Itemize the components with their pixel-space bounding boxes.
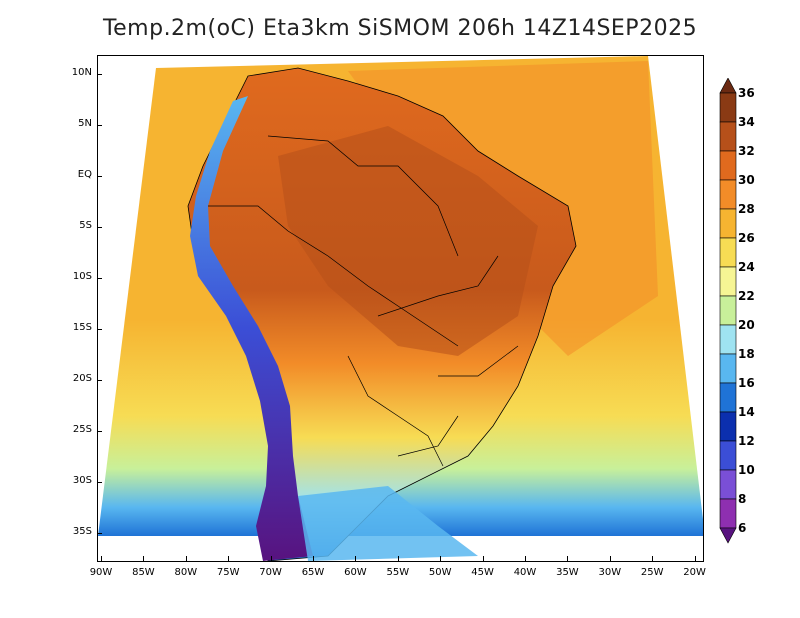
andes-cold-strip xyxy=(190,96,313,561)
longitude-tick xyxy=(440,556,442,561)
colorbar-top-arrow xyxy=(719,78,737,94)
colorbar-label: 12 xyxy=(738,434,755,448)
colorbar-label: 18 xyxy=(738,347,755,361)
latitude-label: 10N xyxy=(71,67,92,78)
longitude-tick xyxy=(143,556,145,561)
colorbar-label: 32 xyxy=(738,144,755,158)
longitude-tick xyxy=(313,556,314,561)
colorbar-graphic xyxy=(719,78,737,544)
temperature-map xyxy=(97,55,704,562)
colorbar-label: 10 xyxy=(738,463,755,477)
longitude-tick xyxy=(397,556,399,561)
colorbar-segment xyxy=(719,498,737,529)
longitude-tick xyxy=(567,556,569,561)
colorbar-segment xyxy=(719,266,737,297)
map-title: Temp.2m(oC) Eta3km SiSMOM 206h 14Z14SEP2… xyxy=(102,16,698,41)
colorbar-segment xyxy=(719,150,737,181)
longitude-tick xyxy=(482,556,484,561)
colorbar-label: 8 xyxy=(738,492,747,506)
colorbar-label: 28 xyxy=(738,202,755,216)
colorbar-segment xyxy=(719,469,737,500)
latitude-tick xyxy=(97,533,102,534)
latitude-tick xyxy=(97,278,102,279)
longitude-tick xyxy=(270,556,272,561)
longitude-tick xyxy=(185,556,187,561)
colorbar-segment xyxy=(719,353,737,384)
latitude-label: 10S xyxy=(72,271,92,282)
longitude-label: 85W xyxy=(132,567,155,578)
longitude-label: 20W xyxy=(683,567,706,578)
latitude-tick xyxy=(97,227,102,228)
longitude-label: 55W xyxy=(386,567,410,578)
latitude-label: 5S xyxy=(79,220,92,231)
latitude-label: 20S xyxy=(72,373,92,384)
longitude-label: 50W xyxy=(428,567,452,578)
longitude-tick xyxy=(694,556,696,561)
longitude-tick xyxy=(525,556,526,561)
longitude-label: 40W xyxy=(513,567,537,578)
latitude-label: 25S xyxy=(72,424,92,435)
colorbar-label: 14 xyxy=(738,405,755,419)
longitude-tick xyxy=(101,556,102,561)
latitude-tick xyxy=(97,431,102,432)
latitude-tick xyxy=(97,329,102,330)
longitude-label: 45W xyxy=(471,567,494,578)
country-borders xyxy=(208,135,519,467)
colorbar-segment xyxy=(719,237,737,268)
longitude-label: 30W xyxy=(598,567,622,578)
colorbar-segment xyxy=(719,382,737,413)
colorbar-label: 16 xyxy=(738,376,755,390)
colorbar-segment xyxy=(719,179,737,210)
colorbar-label: 30 xyxy=(738,173,755,187)
longitude-tick xyxy=(228,556,230,561)
latitude-tick xyxy=(97,74,102,75)
colorbar-bottom-arrow xyxy=(719,527,737,544)
colorbar-label: 20 xyxy=(738,318,755,332)
latitude-label: 15S xyxy=(72,322,92,333)
colorbar-segment xyxy=(719,121,737,152)
latitude-label: EQ xyxy=(77,169,92,180)
colorbar-segment xyxy=(719,324,737,355)
colorbar-segment xyxy=(719,208,737,239)
latitude-label: 30S xyxy=(72,475,92,486)
latitude-tick xyxy=(97,176,102,177)
longitude-label: 80W xyxy=(174,567,198,578)
longitude-tick xyxy=(609,556,611,561)
longitude-label: 75W xyxy=(216,567,240,578)
colorbar-segment xyxy=(719,92,737,123)
hot-interior xyxy=(278,126,538,356)
longitude-label: 90W xyxy=(89,567,113,578)
longitude-label: 65W xyxy=(301,567,325,578)
colorbar-segment xyxy=(719,295,737,326)
latitude-tick xyxy=(97,482,102,483)
latitude-tick xyxy=(97,125,102,126)
colorbar-label: 24 xyxy=(738,260,755,274)
longitude-label: 35W xyxy=(556,567,579,578)
colorbar-segment xyxy=(719,411,737,442)
latitude-label: 35S xyxy=(72,526,92,537)
latitude-label: 5N xyxy=(78,118,92,129)
colorbar-label: 34 xyxy=(738,115,755,129)
colorbar-label: 6 xyxy=(738,521,747,535)
longitude-label: 25W xyxy=(640,567,664,578)
longitude-tick xyxy=(355,556,357,561)
colorbar-label: 26 xyxy=(738,231,755,245)
colorbar-label: 22 xyxy=(738,289,755,303)
colorbar-segment xyxy=(719,440,737,471)
longitude-label: 60W xyxy=(344,567,367,578)
latitude-tick xyxy=(97,380,102,381)
longitude-tick xyxy=(652,556,654,561)
southern-cool-field xyxy=(298,486,478,561)
longitude-label: 70W xyxy=(259,567,282,578)
temperature-field xyxy=(98,56,703,561)
colorbar-label: 36 xyxy=(738,86,755,100)
